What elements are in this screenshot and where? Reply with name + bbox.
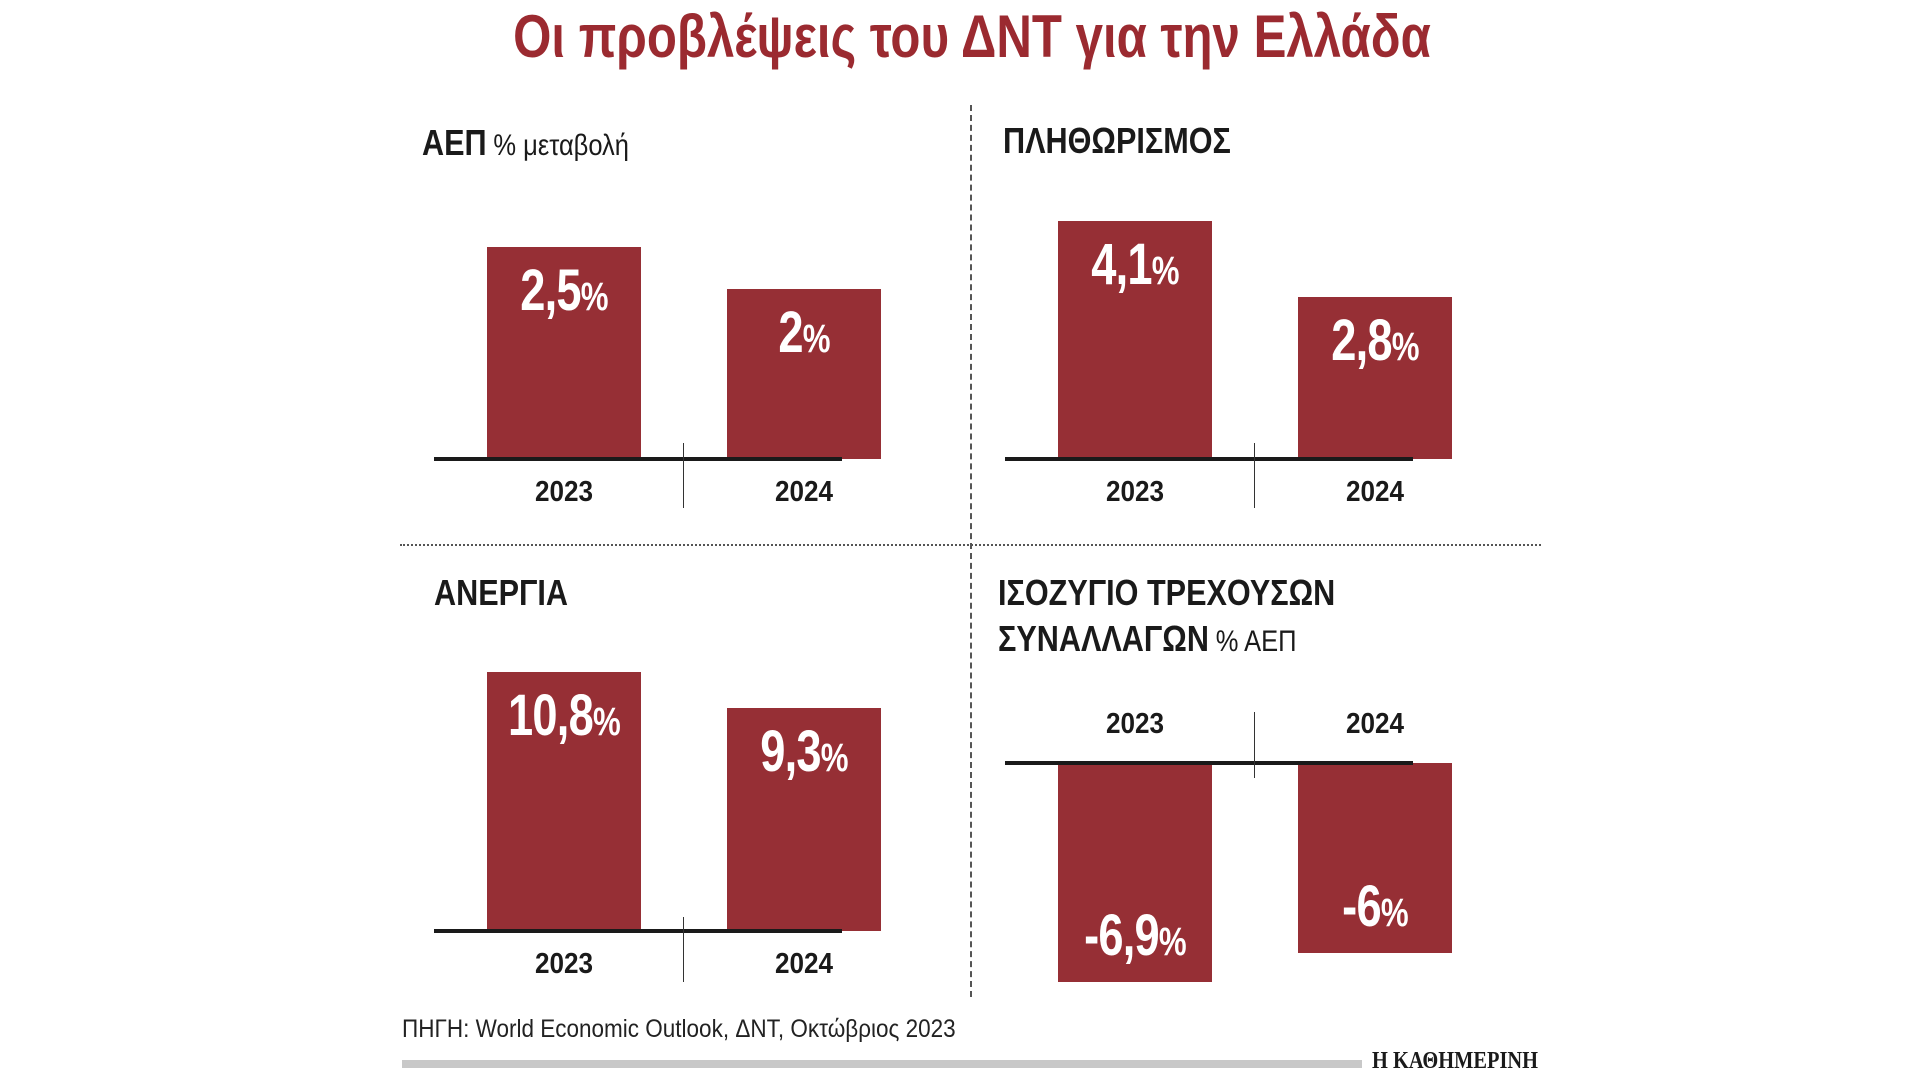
- percent-sign: %: [820, 735, 849, 780]
- x-tick-label: 2023: [1105, 476, 1165, 508]
- data-label: 2%: [744, 299, 864, 366]
- x-axis: [1005, 457, 1413, 461]
- panel-title-line2: ΣΥΝΑΛΛΑΓΩΝ: [998, 618, 1209, 659]
- panel-subtitle: % ΑΕΠ: [1215, 625, 1297, 658]
- panel-title-unemployment: ΑΝΕΡΓΙΑ: [434, 572, 568, 614]
- panel-title: ΙΣΟΖΥΓΙΟ ΤΡΕΧΟΥΣΩΝ: [998, 572, 1336, 613]
- source-note: ΠΗΓΗ: World Economic Outlook, ΔΝΤ, Οκτώβ…: [402, 1015, 956, 1043]
- panel-title-current-account: ΙΣΟΖΥΓΙΟ ΤΡΕΧΟΥΣΩΝ ΣΥΝΑΛΛΑΓΩΝ% ΑΕΠ: [998, 572, 1335, 660]
- footer-rule: [402, 1060, 1362, 1068]
- x-tick-label: 2023: [1105, 708, 1165, 740]
- panel-title: ΑΝΕΡΓΙΑ: [434, 572, 569, 613]
- data-label-value: 2,5: [520, 257, 581, 323]
- data-label-value: 4,1: [1091, 232, 1152, 298]
- horizontal-divider: [400, 544, 1541, 546]
- bar-2024: [727, 707, 881, 931]
- panel-title: ΑΕΠ: [422, 122, 487, 163]
- percent-sign: %: [1391, 324, 1420, 369]
- panel-title-gdp: ΑΕΠ% μεταβολή: [422, 122, 629, 164]
- data-label: 2,5%: [504, 257, 624, 324]
- data-label: -6%: [1315, 873, 1435, 940]
- data-label: 4,1%: [1075, 231, 1195, 298]
- x-axis: [1005, 761, 1413, 765]
- bar-2024: [1298, 296, 1452, 459]
- panel-subtitle: % μεταβολή: [493, 129, 629, 162]
- vertical-divider: [970, 105, 972, 997]
- category-divider: [1254, 443, 1255, 508]
- bar-2023: [1058, 221, 1212, 459]
- data-label-value: 10,8: [508, 682, 594, 748]
- x-tick-label: 2023: [534, 476, 594, 508]
- data-label-value: -6,9: [1084, 902, 1160, 968]
- bar-2023: [1058, 763, 1212, 982]
- bar-2023: [487, 246, 641, 459]
- panel-title-inflation: ΠΛΗΘΩΡΙΣΜΟΣ: [1003, 120, 1231, 162]
- bar-2024: [1298, 763, 1452, 954]
- data-label: 2,8%: [1315, 307, 1435, 374]
- percent-sign: %: [1158, 919, 1187, 964]
- category-divider: [683, 443, 684, 508]
- x-tick-label: 2024: [774, 476, 834, 508]
- panel-title: ΠΛΗΘΩΡΙΣΜΟΣ: [1003, 120, 1231, 161]
- x-axis: [434, 929, 842, 933]
- data-label: 10,8%: [504, 682, 624, 749]
- data-label: 9,3%: [744, 718, 864, 785]
- bar-2024: [727, 289, 881, 459]
- data-label: -6,9%: [1075, 902, 1195, 969]
- x-tick-label: 2023: [534, 948, 594, 980]
- x-tick-label: 2024: [774, 948, 834, 980]
- bar-2023: [487, 671, 641, 931]
- data-label-value: -6: [1342, 874, 1381, 940]
- x-axis: [434, 457, 842, 461]
- x-tick-label: 2024: [1345, 476, 1405, 508]
- x-tick-label: 2024: [1345, 708, 1405, 740]
- percent-sign: %: [580, 274, 609, 319]
- data-label-value: 2: [778, 300, 803, 365]
- percent-sign: %: [1380, 891, 1409, 936]
- chart-title: Οι προβλέψεις του ΔΝΤ για την Ελλάδα: [513, 3, 1431, 70]
- category-divider: [1254, 712, 1255, 778]
- percent-sign: %: [802, 317, 831, 361]
- percent-sign: %: [592, 699, 621, 744]
- category-divider: [683, 917, 684, 982]
- data-label-value: 9,3: [760, 718, 821, 784]
- publisher-logo: Η ΚΑΘΗΜΕΡΙΝΗ: [1372, 1048, 1538, 1074]
- percent-sign: %: [1151, 249, 1180, 294]
- data-label-value: 2,8: [1331, 307, 1392, 373]
